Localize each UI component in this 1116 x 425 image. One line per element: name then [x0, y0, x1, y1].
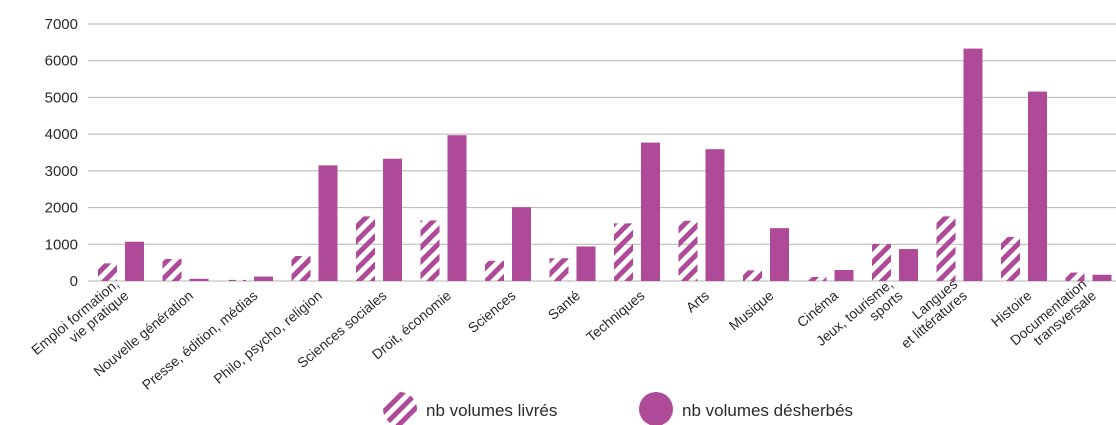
y-tick-label: 7000 [45, 16, 78, 33]
bar-desherbes [963, 48, 983, 281]
x-category-label-line: Sciences [465, 287, 519, 336]
bar-livres [743, 270, 762, 281]
bar-livres [549, 258, 569, 281]
bar-livres [227, 279, 246, 281]
bar-livres [678, 220, 698, 281]
y-axis-ticks: 0 1000 2000 3000 4000 5000 6000 7000 [45, 16, 78, 290]
x-category-label-line: Musique [726, 287, 777, 333]
bar-desherbes [834, 269, 854, 281]
x-category-label: Santé [545, 287, 583, 323]
bar-desherbes [254, 276, 273, 281]
x-category-label: Langueset littératures [888, 276, 970, 352]
bar-desherbes [1092, 274, 1112, 281]
x-category-label-line: Techniques [583, 287, 648, 345]
bar-desherbes [318, 165, 338, 281]
y-tick-label: 1000 [45, 236, 78, 253]
bar-livres [485, 260, 504, 281]
bar-desherbes [189, 278, 209, 281]
legend-marker-livres [383, 392, 417, 425]
bar-desherbes [383, 158, 402, 281]
legend-label-desherbes: nb volumes désherbés [682, 401, 853, 420]
x-category-label: Arts [683, 287, 712, 315]
y-tick-label: 0 [70, 273, 78, 290]
x-category-label-line: Santé [545, 287, 583, 323]
legend-label-livres: nb volumes livrés [426, 401, 557, 420]
x-category-label: Sciences [465, 287, 519, 336]
gridlines [88, 23, 1116, 282]
bars [98, 48, 1112, 281]
bar-desherbes [770, 228, 789, 281]
y-tick-label: 4000 [45, 126, 78, 143]
bar-livres [807, 276, 827, 281]
x-category-label-line: Arts [683, 287, 712, 315]
bar-livres [614, 223, 633, 281]
x-category-label: Philo, psycho, religion [210, 287, 325, 387]
bar-livres [936, 216, 956, 281]
y-tick-label: 2000 [45, 200, 78, 217]
bar-livres [98, 263, 117, 281]
bar-desherbes [447, 135, 467, 281]
bar-desherbes [512, 207, 531, 281]
bar-livres [162, 258, 182, 281]
bar-desherbes [125, 241, 144, 281]
x-category-label-line: Philo, psycho, religion [210, 287, 325, 387]
x-category-label: Presse, édition, médias [139, 287, 261, 393]
bar-livres [1001, 236, 1020, 281]
bar-livres [1065, 272, 1085, 281]
bar-desherbes [899, 249, 918, 281]
bar-desherbes [705, 149, 725, 281]
x-category-label: Jeux, tourisme,sports [813, 276, 906, 361]
bar-livres [291, 256, 311, 281]
x-category-label: Techniques [583, 287, 648, 345]
bar-livres [356, 216, 375, 281]
x-category-label-line: Presse, édition, médias [139, 287, 261, 393]
bar-desherbes [576, 246, 596, 281]
bar-livres [420, 220, 440, 281]
bar-desherbes [641, 142, 660, 281]
y-tick-label: 5000 [45, 89, 78, 106]
legend: nb volumes livrés nb volumes désherbés [383, 392, 853, 425]
y-tick-label: 6000 [45, 53, 78, 70]
bar-livres [872, 243, 891, 281]
x-category-label: Documentationtransversale [1007, 275, 1099, 359]
bar-desherbes [1028, 91, 1047, 281]
legend-marker-desherbes [639, 392, 673, 425]
y-tick-label: 3000 [45, 163, 78, 180]
x-category-label: Musique [726, 287, 777, 333]
